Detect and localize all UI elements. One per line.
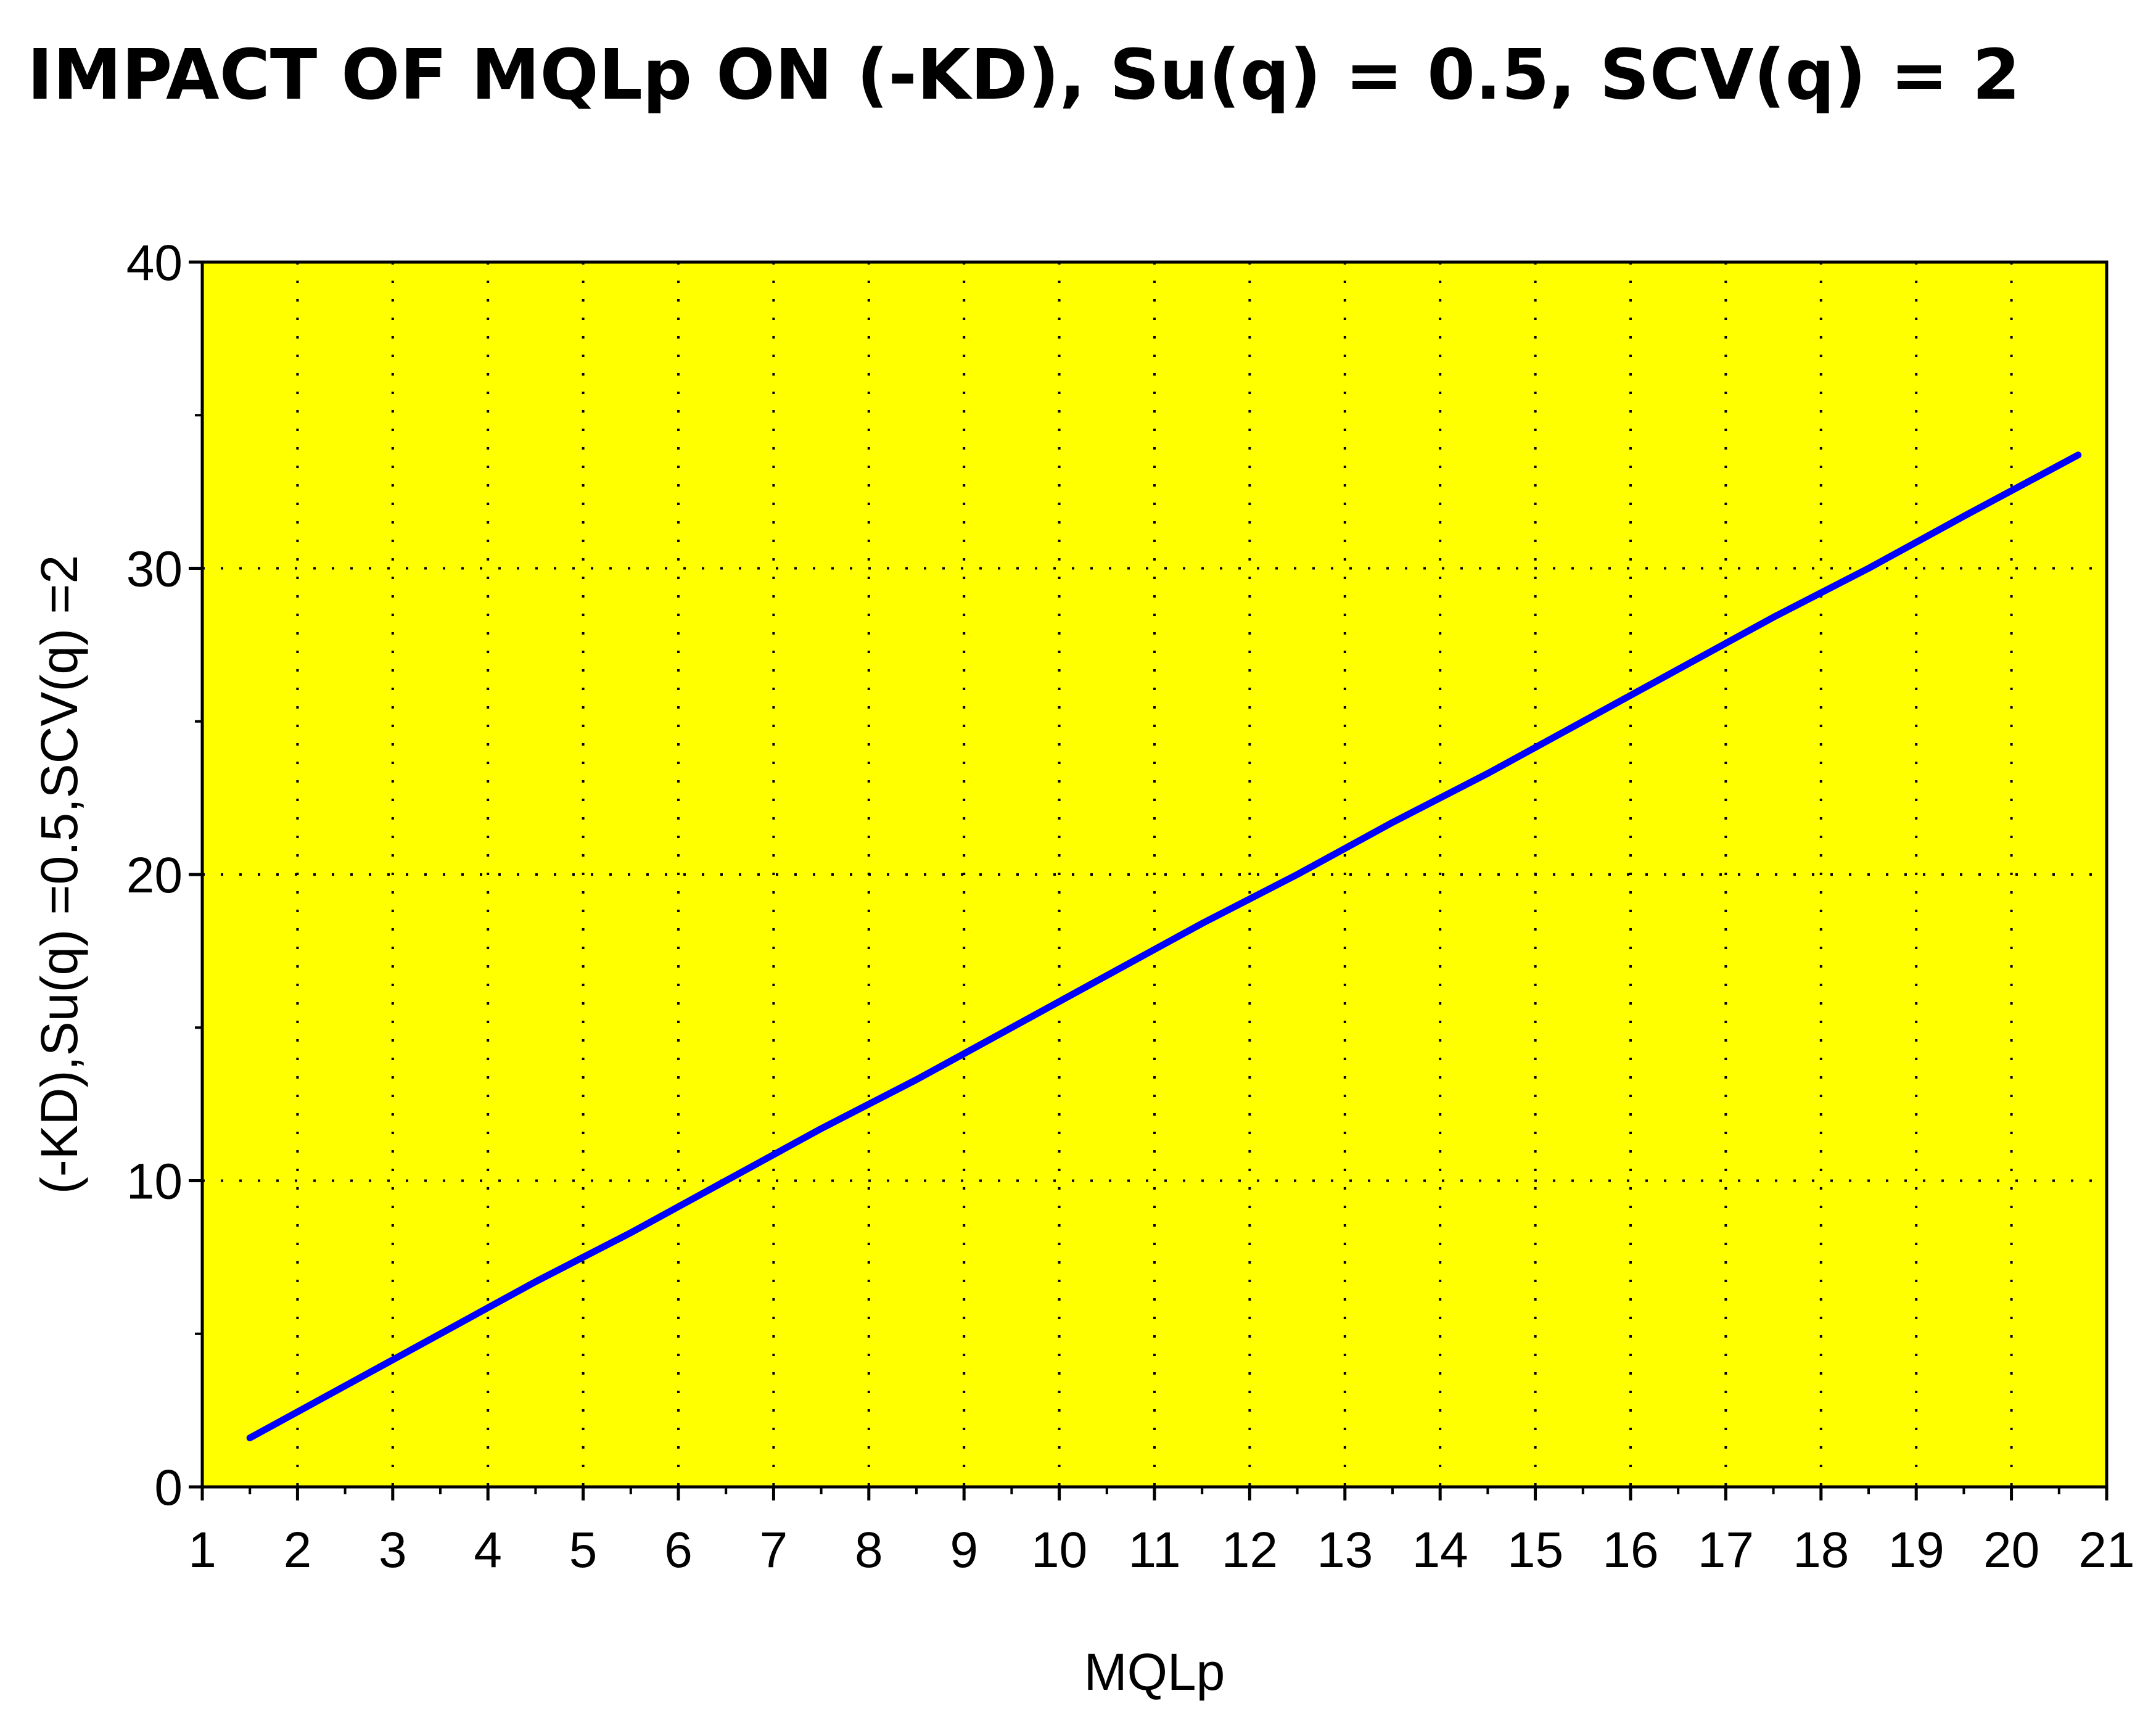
grid-lines [202,262,2107,1487]
series-layer [246,451,2082,1442]
y-axis-label: (-KD),Su(q) =0.5,SCV(q) =2 [30,555,88,1194]
x-tick-label: 4 [474,1522,502,1578]
x-tick-label: 19 [1888,1522,1944,1578]
x-tick-label: 11 [1128,1522,1180,1578]
chart-title: IMPACT OF MQLp ON (-KD), Su(q) = 0.5, SC… [27,35,2020,115]
series-line [246,451,2082,1442]
x-tick-label: 18 [1793,1522,1849,1578]
y-tick-label: 0 [154,1460,183,1516]
axis-ticks [189,260,2109,1500]
x-tick-label: 7 [760,1522,788,1578]
x-tick-label: 20 [1983,1522,2039,1578]
x-tick-label: 3 [379,1522,407,1578]
y-tick-label: 10 [126,1154,183,1210]
x-tick-label: 16 [1602,1522,1658,1578]
x-tick-labels: 1 2 3 4 5 6 7 8 9 10 11 12 13 14 15 16 17 18 19 20 21 [188,1522,2134,1578]
y-tick-label: 40 [126,235,183,291]
x-axis-label: MQLp [1084,1643,1225,1701]
x-tick-label: 10 [1031,1522,1087,1578]
x-tick-label: 13 [1317,1522,1373,1578]
y-tick-label: 20 [126,847,183,903]
x-tick-label: 9 [950,1522,978,1578]
x-tick-label: 12 [1222,1522,1278,1578]
x-tick-label: 21 [2078,1522,2134,1578]
x-tick-label: 5 [569,1522,598,1578]
x-tick-label: 2 [284,1522,312,1578]
x-tick-label: 1 [188,1522,216,1578]
y-tick-labels: 0 10 20 30 40 [126,235,183,1516]
x-tick-label: 8 [855,1522,883,1578]
y-tick-label: 30 [126,541,183,598]
x-tick-label: 6 [664,1522,693,1578]
x-tick-label: 17 [1698,1522,1754,1578]
x-tick-label: 14 [1412,1522,1468,1578]
x-tick-label: 15 [1507,1522,1563,1578]
